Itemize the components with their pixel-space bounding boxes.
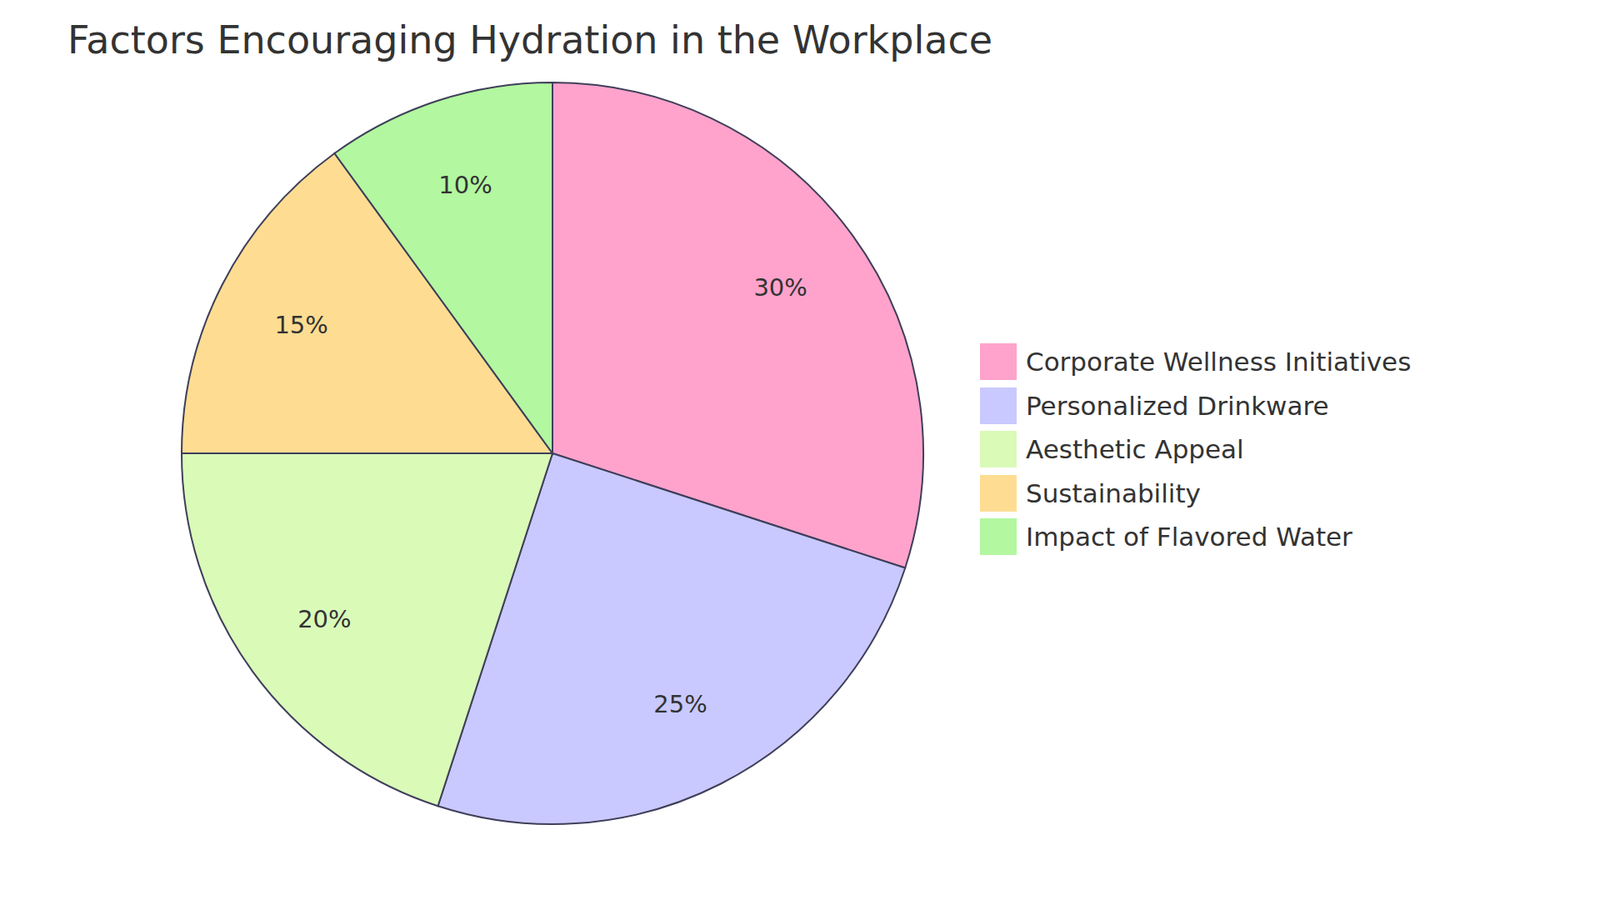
- svg-text:10%: 10%: [438, 170, 492, 200]
- svg-text:20%: 20%: [297, 605, 351, 634]
- svg-text:30%: 30%: [753, 273, 807, 302]
- html-text:Personalized Drinkware: Personalized Drinkware: [1025, 390, 1329, 421]
- html-text:Impact of Flavored Water: Impact of Flavored Water: [1025, 521, 1353, 552]
- svg-text:15%: 15%: [274, 310, 328, 340]
- svg-text:25%: 25%: [653, 690, 707, 719]
- html-text:Aesthetic Appeal: Aesthetic Appeal: [1025, 434, 1244, 465]
- html-text:Sustainability: Sustainability: [1025, 478, 1201, 509]
- html-text:Corporate Wellness Initiatives: Corporate Wellness Initiatives: [1025, 346, 1412, 377]
- html-text:Factors Encouraging Hydration: Factors Encouraging Hydration in the Wor…: [67, 17, 993, 63]
